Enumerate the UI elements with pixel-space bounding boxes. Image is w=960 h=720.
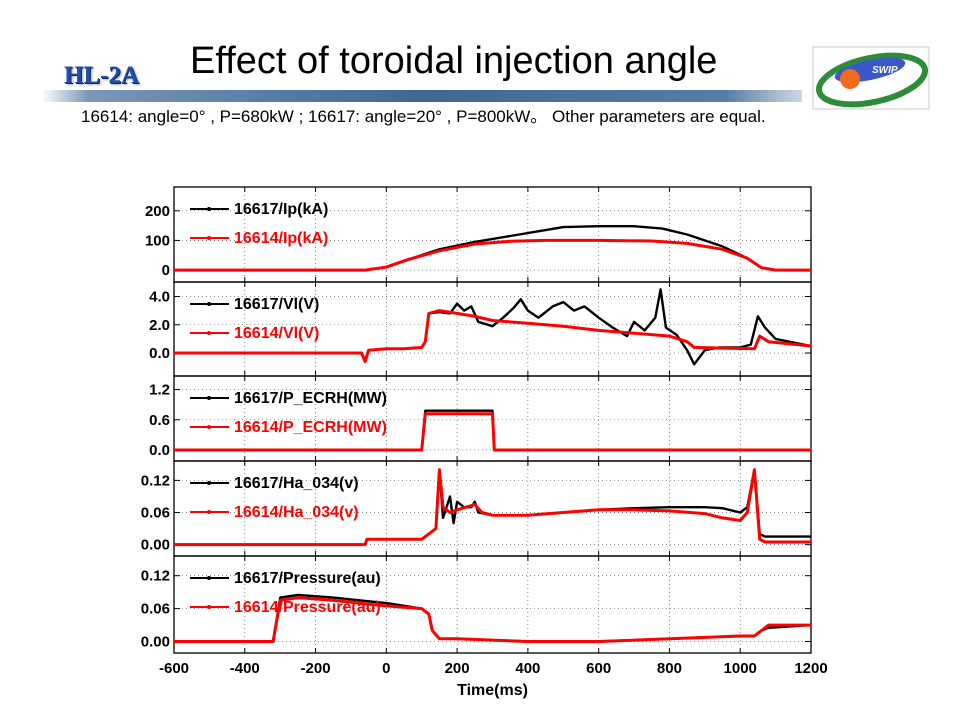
y-tick-label: 0.00: [141, 537, 170, 554]
y-tick-label: 4.0: [149, 288, 170, 305]
y-tick-label: 1.2: [149, 382, 170, 399]
legend-label: 16614/Vl(V): [234, 325, 319, 342]
x-axis-label: Time(ms): [457, 682, 528, 699]
legend-label: 16614/Ip(kA): [234, 230, 328, 247]
y-tick-label: 0.12: [141, 568, 170, 585]
legend-marker: [207, 302, 211, 306]
y-tick-label: 0.06: [141, 601, 170, 618]
chart: 200100016617/Ip(kA)16614/Ip(kA)4.02.00.0…: [141, 186, 828, 699]
y-tick-label: 2.0: [149, 317, 170, 334]
y-tick-label: 0.06: [141, 505, 170, 522]
series-line-16614: [174, 412, 811, 452]
x-tick-label: -200: [301, 660, 331, 677]
y-tick-label: 0.6: [149, 412, 170, 429]
legend-marker: [207, 510, 211, 514]
legend-label: 16614/P_ECRH(MW): [234, 419, 387, 436]
y-tick-label: 200: [145, 203, 170, 220]
legend-marker: [207, 331, 211, 335]
legend-label: 16614/Ha_034(v): [234, 504, 359, 521]
y-tick-label: 0: [162, 262, 170, 279]
legend-marker: [207, 576, 211, 580]
panel-frame: [173, 555, 812, 654]
legend-marker: [207, 605, 211, 609]
y-tick-label: 100: [145, 232, 170, 249]
legend-marker: [207, 396, 211, 400]
legend-label: 16614/Pressure(au): [234, 599, 381, 616]
legend-marker: [207, 207, 211, 211]
y-tick-label: 0.0: [149, 345, 170, 362]
hl2a-logo: HL-2A: [64, 62, 139, 89]
description-text: 16614: angle=0° , P=680kW ; 16617: angle…: [81, 107, 766, 126]
legend-label: 16617/Vl(V): [234, 296, 319, 313]
x-tick-label: 0: [382, 660, 390, 677]
series-line-16614: [174, 596, 811, 643]
y-tick-label: 0.12: [141, 472, 170, 489]
y-tick-label: 0.0: [149, 442, 170, 459]
legend-marker: [207, 481, 211, 485]
x-tick-label: 200: [445, 660, 470, 677]
legend-label: 16617/P_ECRH(MW): [234, 390, 387, 407]
y-tick-label: 0.00: [141, 634, 170, 651]
legend-marker: [207, 236, 211, 240]
x-tick-label: -600: [159, 660, 189, 677]
header-accent-bar: [42, 90, 802, 102]
swip-logo: SWIP: [812, 46, 930, 110]
slide-title: Effect of toroidal injection angle: [190, 40, 718, 82]
legend-marker: [207, 425, 211, 429]
series-line-16614: [174, 238, 811, 272]
legend-label: 16617/Ip(kA): [234, 201, 328, 218]
x-tick-label: -400: [230, 660, 260, 677]
x-tick-label: 1200: [794, 660, 827, 677]
x-tick-label: 800: [657, 660, 682, 677]
series-line-16614: [174, 309, 812, 363]
legend-label: 16617/Pressure(au): [234, 570, 381, 587]
x-tick-label: 1000: [724, 660, 757, 677]
swip-logo-text: SWIP: [872, 65, 898, 76]
series-line-16614: [174, 468, 811, 547]
legend-label: 16617/Ha_034(v): [234, 475, 359, 492]
x-tick-label: 400: [515, 660, 540, 677]
x-tick-label: 600: [586, 660, 611, 677]
